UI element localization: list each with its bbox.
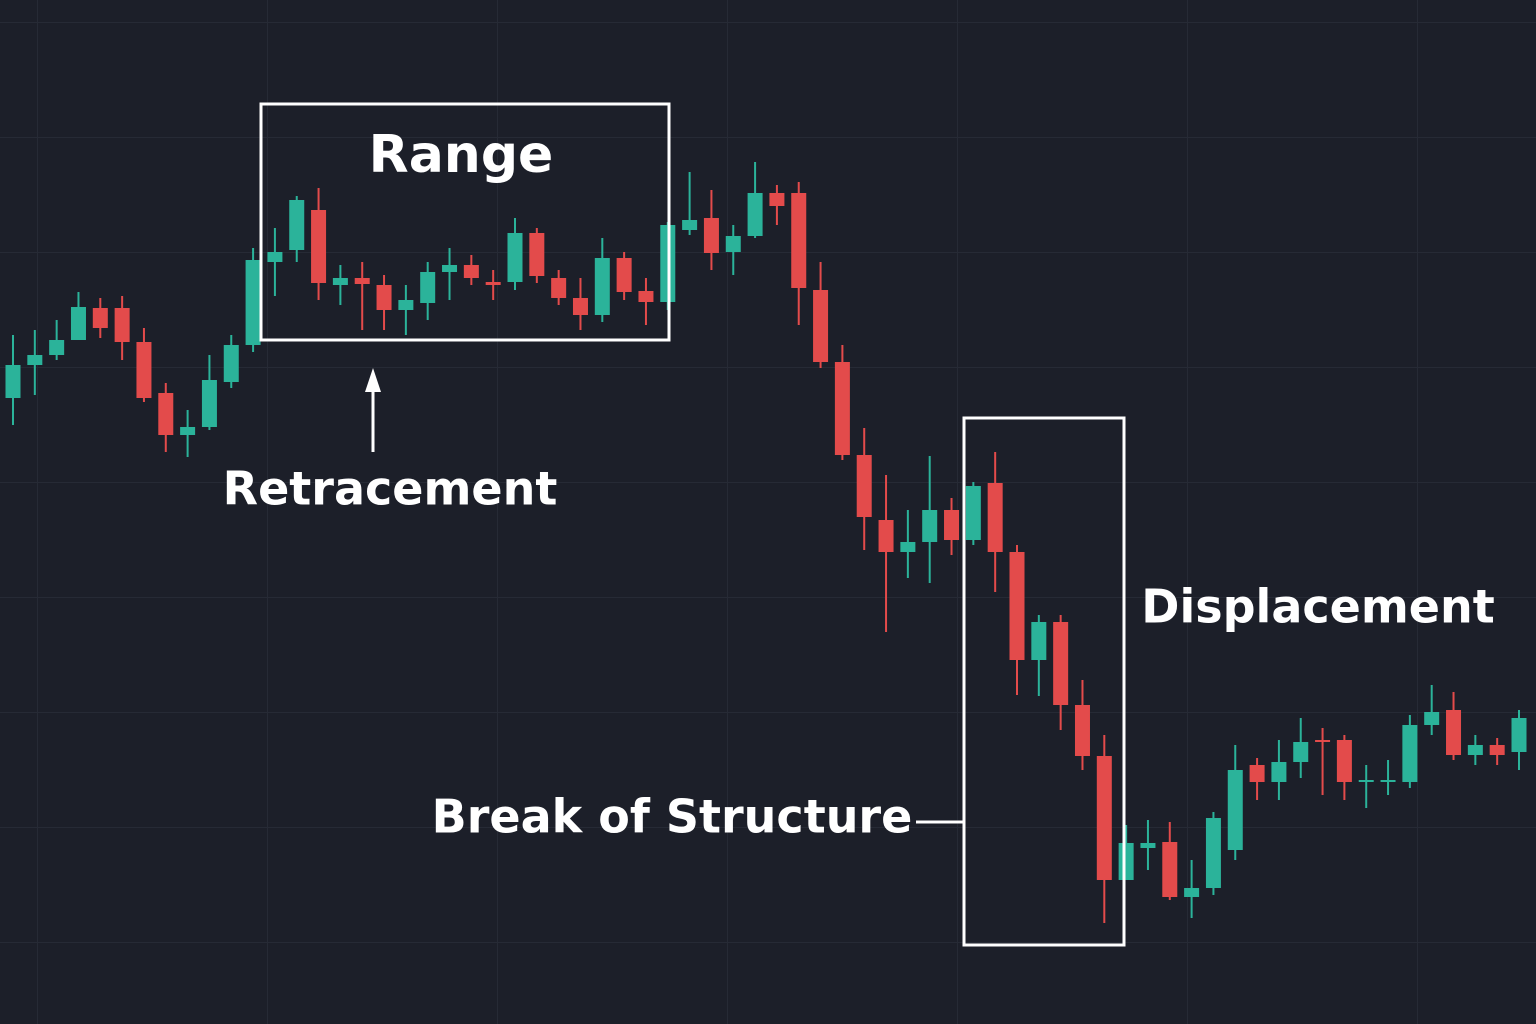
candles [5, 162, 1527, 923]
candle-body [223, 345, 239, 382]
candle-body [201, 380, 217, 427]
candle-body [5, 365, 21, 398]
candle-body [922, 510, 938, 542]
candle-body [92, 308, 108, 328]
range-label: Range [369, 125, 554, 185]
candle-body [594, 258, 610, 315]
candle-body [267, 252, 283, 262]
candle-body [398, 300, 414, 310]
candle-body [1358, 780, 1374, 782]
candle-body [463, 265, 479, 278]
candle-body [747, 193, 763, 236]
candle-body [769, 193, 785, 206]
candle-body [136, 342, 152, 398]
candle-body [1074, 705, 1090, 756]
candle-body [1227, 770, 1243, 850]
candle-body [1293, 742, 1309, 762]
candle-body [1053, 622, 1069, 705]
candle-body [1205, 818, 1221, 888]
candle-body [1489, 745, 1505, 755]
candle-body [180, 427, 196, 435]
candle-body [725, 236, 741, 252]
candle-body [1511, 718, 1527, 752]
candle-body [485, 282, 501, 285]
candle-body [1009, 552, 1025, 660]
candle-body [1118, 843, 1134, 880]
candle-body [813, 290, 829, 362]
arrow-head [365, 368, 381, 392]
candle-body [354, 278, 370, 284]
bos-label: Break of Structure [432, 790, 913, 844]
candle-body [27, 355, 43, 365]
candle-body [1031, 622, 1047, 660]
candle-body [114, 308, 130, 342]
candle-body [332, 278, 348, 285]
candle-body [682, 220, 698, 230]
candle-body [245, 260, 261, 345]
candle-body [616, 258, 632, 292]
candle-body [158, 393, 174, 435]
candle-body [70, 307, 86, 340]
candle-body [1249, 765, 1265, 782]
candle-body [900, 542, 916, 552]
candle-body [49, 340, 65, 355]
candle-body [856, 455, 872, 517]
displacement-label: Displacement [1141, 580, 1494, 634]
candle-body [1140, 843, 1156, 848]
candle-body [791, 193, 807, 288]
candle-body [878, 520, 894, 552]
candle-body [1467, 745, 1483, 755]
candle-body [1380, 780, 1396, 782]
candle-body [311, 210, 327, 283]
candle-body [507, 233, 523, 282]
candle-body [1162, 842, 1178, 897]
candle-body [638, 291, 654, 302]
candle-body [1271, 762, 1287, 782]
candle-body [1184, 888, 1200, 897]
candle-body [987, 483, 1003, 552]
candle-body [572, 298, 588, 315]
retracement-label: Retracement [223, 462, 558, 516]
candle-body [376, 285, 392, 310]
candle-body [420, 272, 436, 303]
candle-body [1424, 712, 1440, 725]
candle-body [703, 218, 719, 253]
candle-body [1402, 725, 1418, 782]
candle-body [1096, 756, 1112, 880]
candle-body [289, 200, 305, 250]
range-box [259, 102, 671, 342]
candle-body [1315, 740, 1331, 742]
candle-body [529, 233, 545, 276]
candle-body [1446, 710, 1462, 755]
candle-body [551, 278, 567, 298]
candle-body [1336, 740, 1352, 782]
candle-body [442, 265, 458, 272]
candle-body [965, 486, 981, 540]
candle-body [944, 510, 960, 540]
candle-body [834, 362, 850, 455]
displacement-box [962, 416, 1126, 947]
